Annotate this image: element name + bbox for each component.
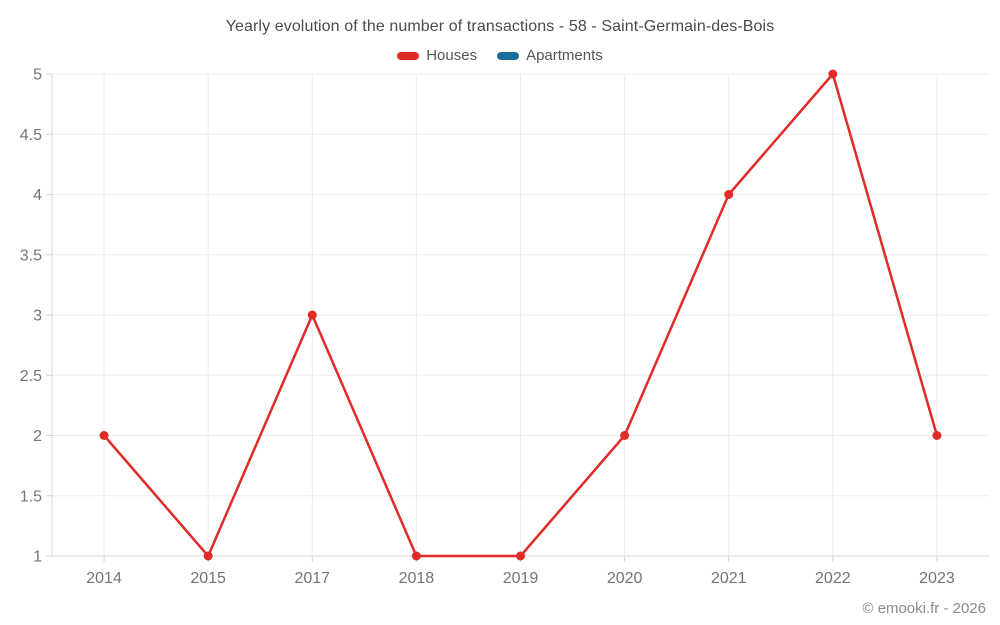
y-axis-tick-label: 2 — [33, 428, 42, 445]
data-point[interactable] — [724, 190, 734, 199]
x-axis-tick-label: 2021 — [711, 570, 747, 587]
legend-item-houses[interactable]: Houses — [397, 47, 477, 64]
houses-swatch-icon — [397, 51, 420, 60]
y-axis-tick-label: 3.5 — [20, 247, 42, 264]
y-axis-tick-label: 5 — [33, 67, 42, 84]
apartments-swatch-icon — [497, 51, 520, 60]
x-axis-tick-label: 2019 — [503, 570, 539, 587]
legend: Houses Apartments — [0, 47, 1000, 64]
data-point[interactable] — [411, 551, 421, 561]
data-point[interactable] — [203, 551, 213, 561]
x-axis-tick-label: 2023 — [919, 570, 955, 587]
data-point[interactable] — [99, 431, 109, 440]
x-axis-tick-label: 2017 — [294, 570, 330, 587]
y-axis-tick-label: 2.5 — [20, 368, 42, 385]
data-point[interactable] — [932, 431, 942, 440]
y-axis-tick-label: 1.5 — [20, 488, 42, 505]
y-axis-tick-label: 4 — [33, 187, 42, 204]
x-axis-tick-label: 2014 — [86, 570, 122, 587]
data-point[interactable] — [516, 551, 525, 561]
y-axis-tick-label: 4.5 — [20, 127, 42, 144]
x-axis-tick-label: 2020 — [607, 570, 643, 587]
data-point[interactable] — [828, 69, 838, 79]
legend-label-houses: Houses — [426, 47, 478, 64]
x-axis-tick-label: 2022 — [815, 570, 851, 587]
data-point[interactable] — [307, 310, 317, 320]
x-axis-tick-label: 2018 — [399, 570, 435, 587]
data-point[interactable] — [620, 431, 630, 440]
legend-label-apartments: Apartments — [526, 47, 603, 64]
chart-title: Yearly evolution of the number of transa… — [225, 18, 775, 35]
y-axis-tick-label: 1 — [33, 549, 42, 566]
x-axis-tick-label: 2015 — [190, 570, 226, 587]
y-axis-tick-label: 3 — [33, 308, 42, 325]
legend-item-apartments[interactable]: Apartments — [497, 47, 603, 64]
watermark: © emooki.fr - 2026 — [862, 600, 986, 617]
